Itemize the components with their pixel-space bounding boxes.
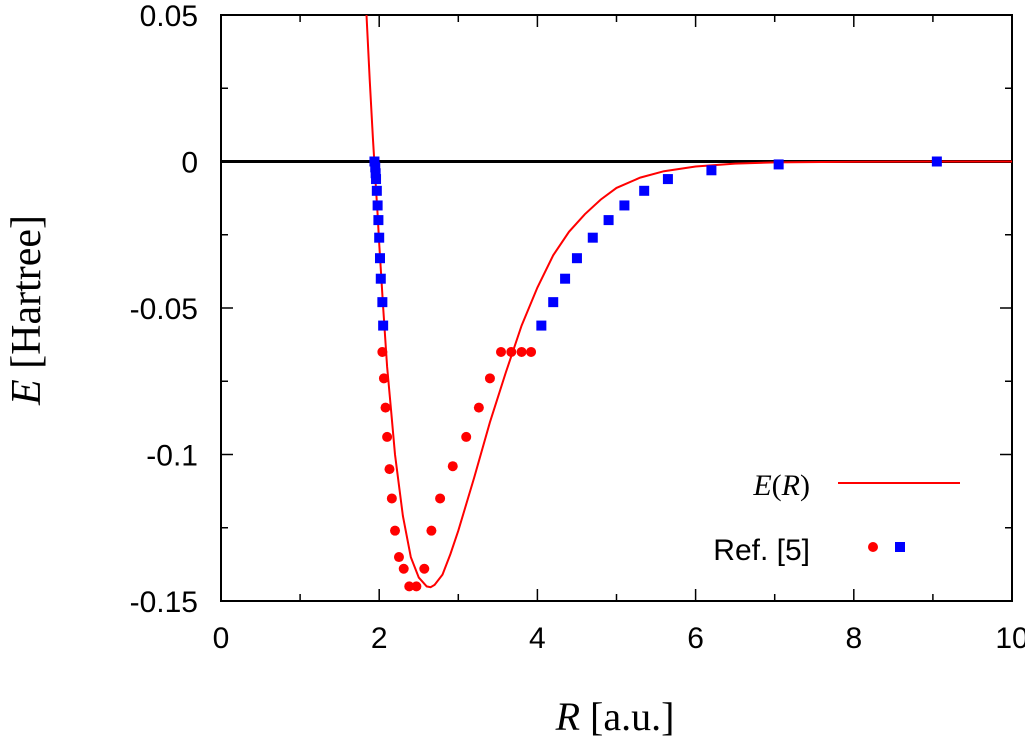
y-axis-unit: [Hartree] <box>4 215 50 379</box>
x-axis-label: R [a.u.] <box>555 694 675 736</box>
legend-marker-square <box>895 542 905 552</box>
ref-point-circle <box>411 581 422 592</box>
legend-marker-circle <box>868 542 878 552</box>
ref-point-circle <box>484 373 495 384</box>
ref-point-square <box>370 168 381 179</box>
ref-point-circle <box>496 346 507 357</box>
ref-point-square <box>548 297 559 308</box>
ref-point-square <box>369 156 380 167</box>
ref-point-circle <box>390 525 401 536</box>
y-axis-symbol: E <box>4 379 50 406</box>
ref-point-square <box>773 159 784 170</box>
ref-point-circle <box>382 431 393 442</box>
legend-energy-symbol: E <box>752 469 771 502</box>
ref-point-circle <box>393 552 404 563</box>
x-tick-label: 4 <box>529 622 546 655</box>
legend-label-ref: Ref. [5] <box>713 534 810 567</box>
ref-point-square <box>571 253 582 264</box>
ref-point-circle <box>419 563 430 574</box>
x-tick-label: 2 <box>371 622 388 655</box>
ref-point-square <box>931 156 942 167</box>
ref-point-square <box>375 273 386 284</box>
x-tick-label: 8 <box>845 622 862 655</box>
y-tick-label: 0 <box>181 147 198 180</box>
ref-point-circle <box>506 346 517 357</box>
ref-point-square <box>374 253 385 264</box>
ref-point-square <box>662 174 673 185</box>
ref-point-circle <box>380 402 391 413</box>
ref-point-circle <box>435 493 446 504</box>
axes-frame <box>220 14 1013 602</box>
x-tick-label: 6 <box>687 622 704 655</box>
ref-point-circle <box>461 431 472 442</box>
y-axis-label: E [Hartree] <box>4 215 50 406</box>
legend-energy-arg: R <box>781 469 800 502</box>
ref-point-circle <box>377 346 388 357</box>
ref-point-square <box>587 232 598 243</box>
plot-area <box>365 15 1012 592</box>
ref-point-circle <box>447 461 458 472</box>
ref-point-square <box>603 215 614 226</box>
legend-label-energy: E(R) <box>752 469 810 502</box>
tick-labels: 0 2 4 6 8 10 0.05 0 -0.05 -0.1 -0.15 <box>130 0 1025 655</box>
ref-point-square <box>374 232 385 243</box>
y-tick-label: -0.05 <box>130 293 198 326</box>
x-axis-symbol: R <box>555 694 580 736</box>
plot-frame <box>220 14 1013 602</box>
x-tick-label: 0 <box>213 622 230 655</box>
ref-point-square <box>619 200 630 211</box>
ref-point-circle <box>426 525 437 536</box>
ref-point-square <box>377 297 388 308</box>
ref-point-square <box>371 185 382 196</box>
ref-point-square <box>639 185 650 196</box>
ref-point-circle <box>473 402 484 413</box>
ref-point-circle <box>378 373 389 384</box>
x-axis-unit: [a.u.] <box>580 694 674 736</box>
ref-point-square <box>370 162 381 173</box>
ref-point-square <box>373 215 384 226</box>
ref-point-circle <box>526 346 537 357</box>
y-tick-label: -0.1 <box>146 440 198 473</box>
ref-point-square <box>706 165 717 176</box>
ref-point-circle <box>398 563 409 574</box>
y-tick-label: 0.05 <box>140 0 198 33</box>
ref-point-square <box>372 200 383 211</box>
energy-curve <box>365 15 1012 589</box>
legend: E(R) Ref. [5] <box>713 469 960 567</box>
ref-point-circle <box>516 346 527 357</box>
x-tick-label: 10 <box>995 622 1025 655</box>
legend-energy-paren-close: ) <box>800 469 810 502</box>
ref-point-circle <box>386 493 397 504</box>
ref-point-square <box>560 273 571 284</box>
ref-point-square <box>371 174 382 185</box>
legend-energy-paren-open: ( <box>772 469 782 502</box>
y-tick-label: -0.15 <box>130 586 198 619</box>
ref-point-square <box>378 320 389 331</box>
ref-point-circle <box>404 581 415 592</box>
ref-point-square <box>536 320 547 331</box>
ref-point-circle <box>384 464 395 475</box>
